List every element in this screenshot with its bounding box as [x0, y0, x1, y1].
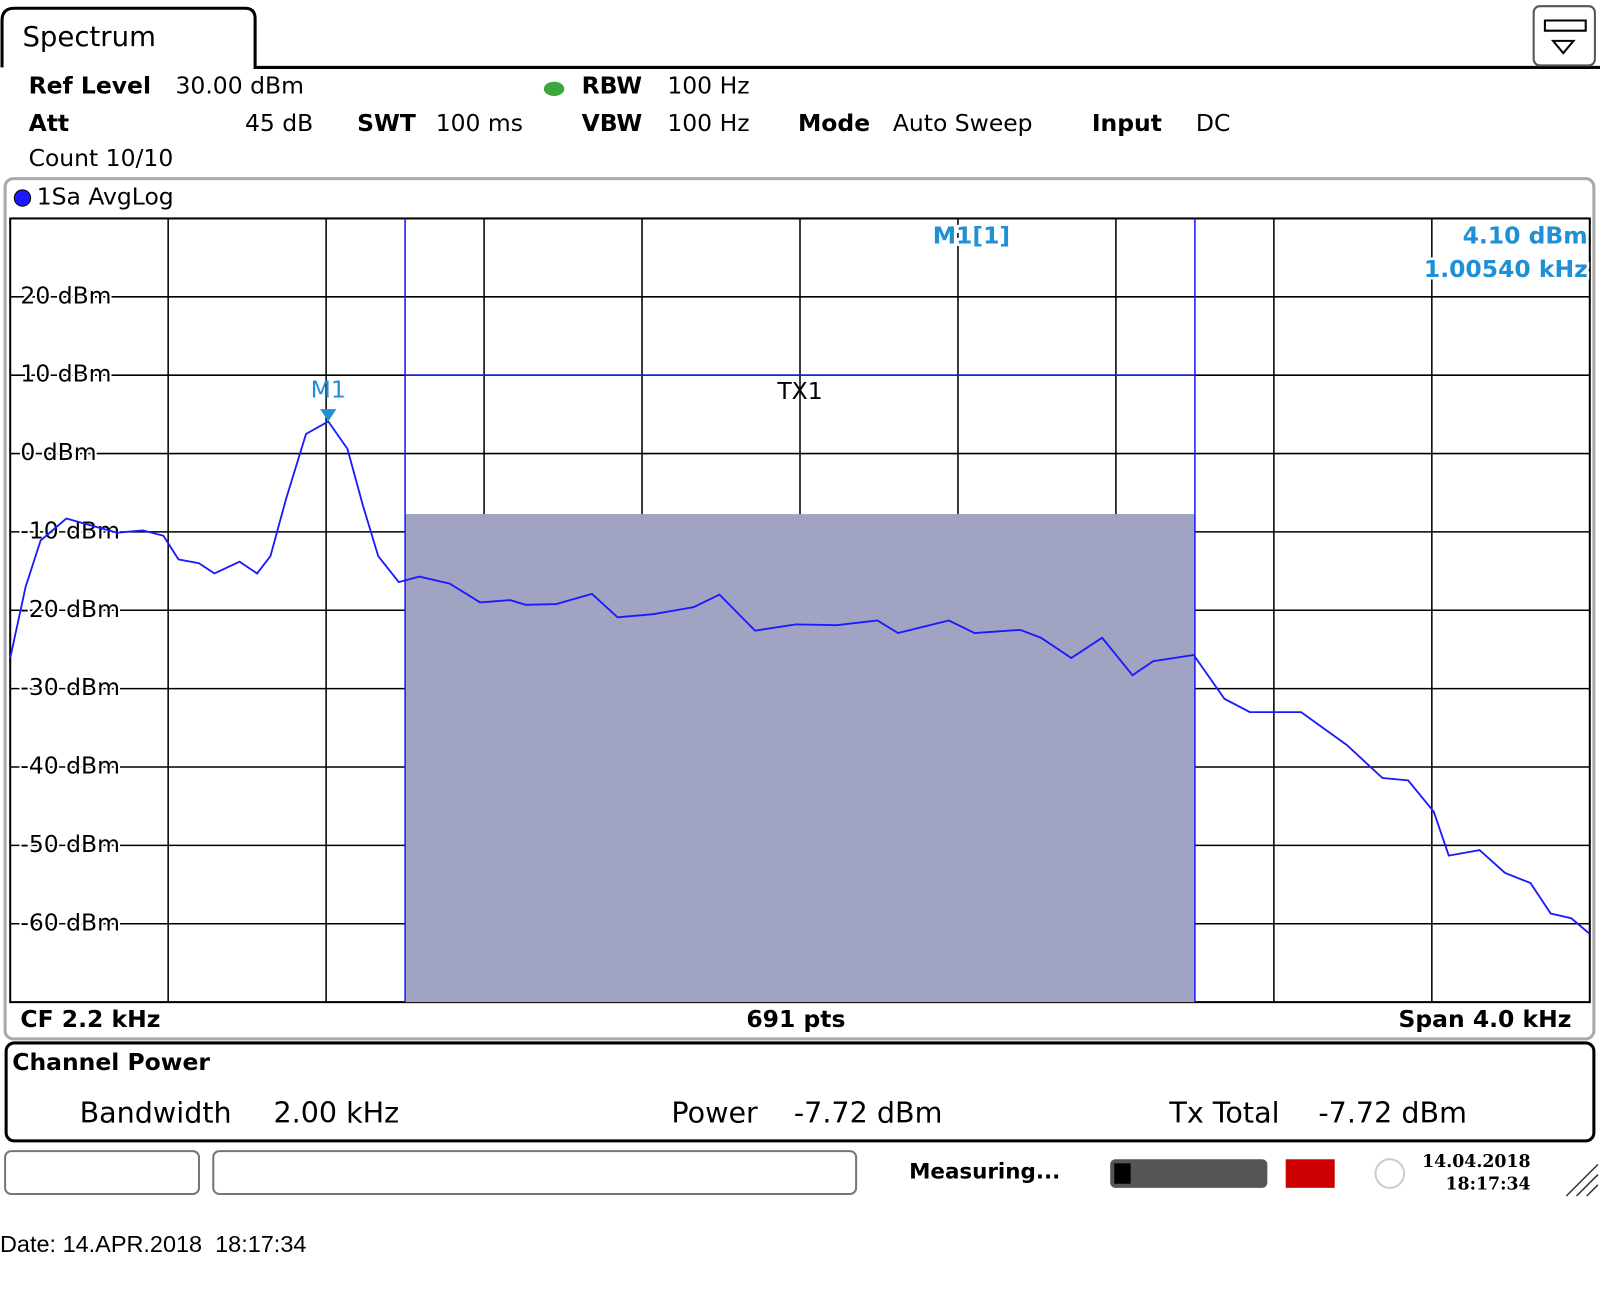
status-time: 18:17:34 [1445, 1174, 1530, 1194]
footer-right: Span 4.0 kHz [1398, 1005, 1571, 1033]
label: Tx Total [1168, 1095, 1279, 1129]
value: 2.00 kHz [273, 1095, 399, 1129]
channel-power-bar [405, 514, 1195, 1003]
value: -7.72 dBm [1318, 1095, 1467, 1129]
softkey[interactable] [4, 1150, 200, 1195]
value: 45 dB [245, 109, 313, 137]
softkey[interactable] [212, 1150, 858, 1195]
value: 100 Hz [667, 109, 749, 137]
label: Att [29, 109, 70, 137]
diagram-frame [3, 177, 1596, 1041]
marker [320, 409, 337, 422]
tab-frame [0, 6, 1600, 69]
result-title: Channel Power [12, 1048, 210, 1076]
value: DC [1196, 109, 1230, 137]
status-led [543, 81, 565, 96]
marker-x-readout: 1.00540 kHz [1424, 255, 1588, 283]
menu-icon [1543, 19, 1587, 55]
label: SWT [357, 109, 416, 137]
progress-fill [1114, 1163, 1131, 1184]
label: VBW [582, 109, 643, 137]
status-date: 14.04.2018 [1422, 1152, 1531, 1172]
y-tick-label: -50 dBm [20, 830, 120, 858]
y-tick-label: -20 dBm [20, 595, 120, 623]
trace-label: 1Sa AvgLog [37, 183, 174, 211]
status-message: Measuring... [909, 1160, 1060, 1185]
value: Auto Sweep [893, 109, 1033, 137]
marker-label: M1 [311, 375, 346, 403]
label: Input [1092, 109, 1162, 137]
label: Bandwidth [80, 1095, 232, 1129]
resize-grip [1565, 1163, 1599, 1197]
tab-title[interactable]: Spectrum [22, 21, 155, 53]
y-tick-label: -60 dBm [20, 908, 120, 936]
value: 100 Hz [667, 71, 749, 99]
value: 30.00 dBm [176, 71, 304, 99]
y-tick-label: -30 dBm [20, 673, 120, 701]
footer-center: 691 pts [746, 1005, 845, 1033]
footer-left: CF 2.2 kHz [20, 1005, 160, 1033]
menu-button[interactable] [1532, 5, 1596, 67]
marker-title: M1[1] [933, 221, 1010, 249]
y-tick-label: 10 dBm [20, 360, 111, 388]
marker-y-readout: 4.10 dBm [1463, 221, 1588, 249]
date-line: Date: 14.APR.2018 18:17:34 [0, 1231, 306, 1257]
value: -7.72 dBm [794, 1095, 943, 1129]
label: Mode [798, 109, 870, 137]
label: Ref Level [29, 71, 151, 99]
value: 100 ms [436, 109, 523, 137]
result-panel [4, 1041, 1596, 1143]
y-tick-label: 0 dBm [20, 438, 96, 466]
y-tick-label: -10 dBm [20, 516, 120, 544]
ref-icon [1374, 1158, 1406, 1189]
progress-bar [1110, 1159, 1268, 1188]
lxi-logo [1285, 1159, 1335, 1188]
label: Power [671, 1095, 758, 1129]
trace-indicator [13, 189, 32, 207]
plot: TX1 20 dBm 10 dBm 0 dBm -10 dBm -20 dBm -30 dB… [9, 217, 1591, 1004]
label: RBW [582, 71, 643, 99]
y-tick-label: -40 dBm [20, 752, 120, 780]
count: Count 10/10 [29, 144, 174, 172]
trace [9, 420, 1591, 935]
y-tick-label: 20 dBm [20, 281, 111, 309]
channel-label: TX1 [776, 377, 822, 405]
